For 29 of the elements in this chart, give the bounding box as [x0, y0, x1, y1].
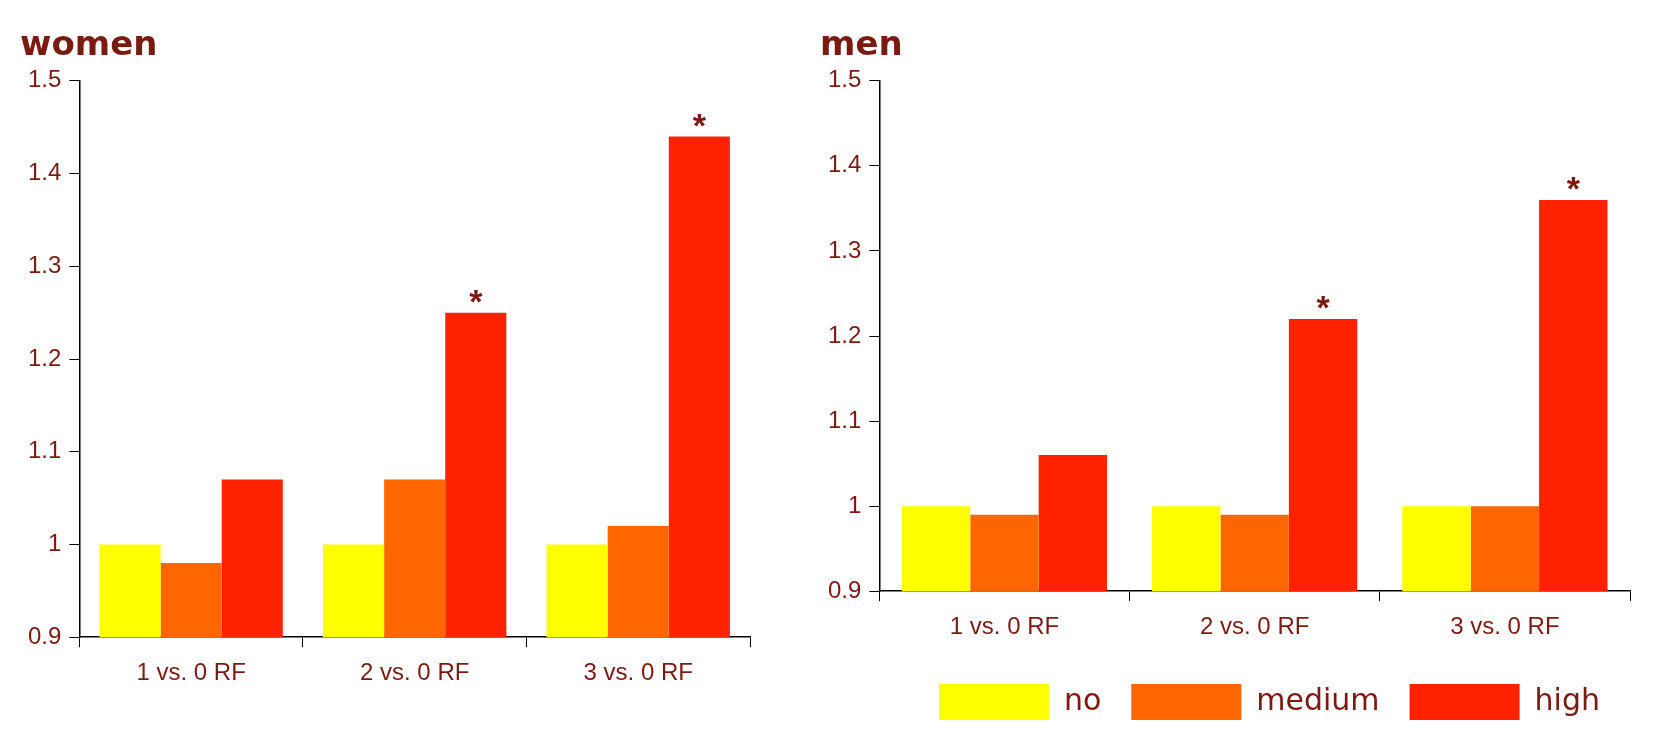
x-tick-label: 3 vs. 0 RF [583, 658, 693, 686]
annotation: * [469, 282, 484, 321]
x-tick-label: 1 vs. 0 RF [136, 658, 246, 686]
legend-label: no [1063, 681, 1102, 717]
x-tick-label: 2 vs. 0 RF [1200, 612, 1310, 640]
annotation: * [1316, 288, 1331, 327]
x-tick-label: 2 vs. 0 RF [360, 658, 470, 686]
y-tick-label: 1.1 [27, 436, 62, 464]
y-tick-label: 1.3 [827, 235, 862, 263]
x-tick-label: 1 vs. 0 RF [949, 612, 1060, 640]
annotation: * [692, 105, 707, 144]
y-tick-label: 1.2 [827, 320, 862, 348]
y-tick-label: 1 [48, 529, 62, 557]
chart-title: men [820, 23, 903, 64]
y-tick-label: 1.5 [827, 65, 862, 93]
y-tick-label: 1.5 [27, 65, 62, 93]
legend-label: medium [1256, 681, 1380, 717]
y-tick-label: 0.9 [827, 575, 862, 603]
y-tick-label: 1 [848, 490, 862, 518]
y-tick-label: 1.1 [827, 405, 862, 433]
annotation: * [1566, 169, 1581, 208]
y-tick-label: 0.9 [27, 621, 62, 649]
chart-title: women [20, 23, 158, 64]
y-tick-label: 1.2 [27, 343, 62, 371]
y-tick-label: 1.4 [27, 158, 62, 186]
x-tick-label: 3 vs. 0 RF [1450, 612, 1560, 640]
y-tick-label: 1.4 [827, 150, 862, 178]
y-tick-label: 1.3 [27, 250, 62, 278]
legend-label: high [1534, 681, 1600, 717]
